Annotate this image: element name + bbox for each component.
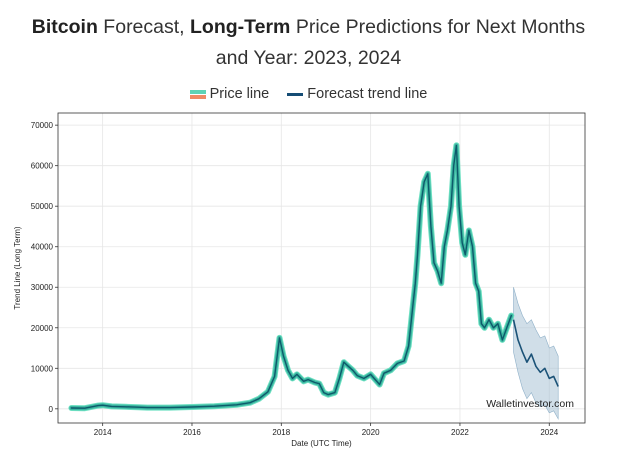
- x-tick-label: 2024: [540, 428, 558, 437]
- plot-frame: [57, 112, 586, 424]
- legend-trend-label: Forecast trend line: [307, 86, 428, 103]
- y-tick-label: 0: [49, 405, 54, 414]
- legend-item-trend[interactable]: Forecast trend line: [287, 86, 427, 102]
- title-bold-long-term: Long-Term: [190, 16, 291, 38]
- forecast-confidence-band: [513, 287, 559, 421]
- trend-line-swatch-icon: [287, 92, 304, 96]
- price-line-swatch-icon: [189, 89, 206, 99]
- forecast-trend-line: [512, 319, 559, 387]
- x-tick-label: 2016: [183, 428, 201, 437]
- title-line-2: and Year: 2023, 2024: [215, 47, 402, 69]
- watermark-text: Walletinvestor.com: [486, 398, 574, 410]
- series-layer: [68, 142, 559, 412]
- title-text-forecast: Forecast,: [97, 16, 191, 38]
- chart-legend: Price line Forecast trend line: [0, 86, 617, 102]
- legend-price-label: Price line: [209, 86, 270, 103]
- y-tick-label: 20000: [31, 324, 54, 333]
- title-bold-bitcoin: Bitcoin: [31, 16, 98, 38]
- x-tick-label: 2022: [451, 428, 469, 437]
- y-tick-label: 60000: [31, 162, 54, 171]
- legend-item-price[interactable]: Price line: [189, 86, 270, 103]
- price-line-mid: [69, 143, 514, 411]
- forecast-band-layer: [513, 287, 559, 421]
- y-tick-label: 40000: [31, 243, 54, 252]
- title-text-predictions: Price Predictions for Next Months: [290, 16, 586, 38]
- y-tick-label: 30000: [31, 283, 54, 292]
- y-axis-label: Trend Line (Long Term): [13, 226, 22, 309]
- tick-layer: 0 10000 20000 30000 40000 50000 60000 70000 2014…: [31, 121, 559, 437]
- page-title: Bitcoin Forecast, Long-Term Price Predic…: [0, 12, 617, 74]
- x-tick-label: 2018: [272, 428, 290, 437]
- y-tick-label: 50000: [31, 202, 54, 211]
- grid-layer: [58, 113, 585, 423]
- x-tick-label: 2014: [94, 428, 112, 437]
- price-line: [70, 144, 512, 409]
- y-tick-label: 70000: [31, 121, 54, 130]
- price-line-outer: [68, 142, 515, 412]
- x-tick-label: 2020: [362, 428, 380, 437]
- y-tick-label: 10000: [31, 364, 54, 373]
- x-axis-label: Date (UTC Time): [291, 439, 352, 448]
